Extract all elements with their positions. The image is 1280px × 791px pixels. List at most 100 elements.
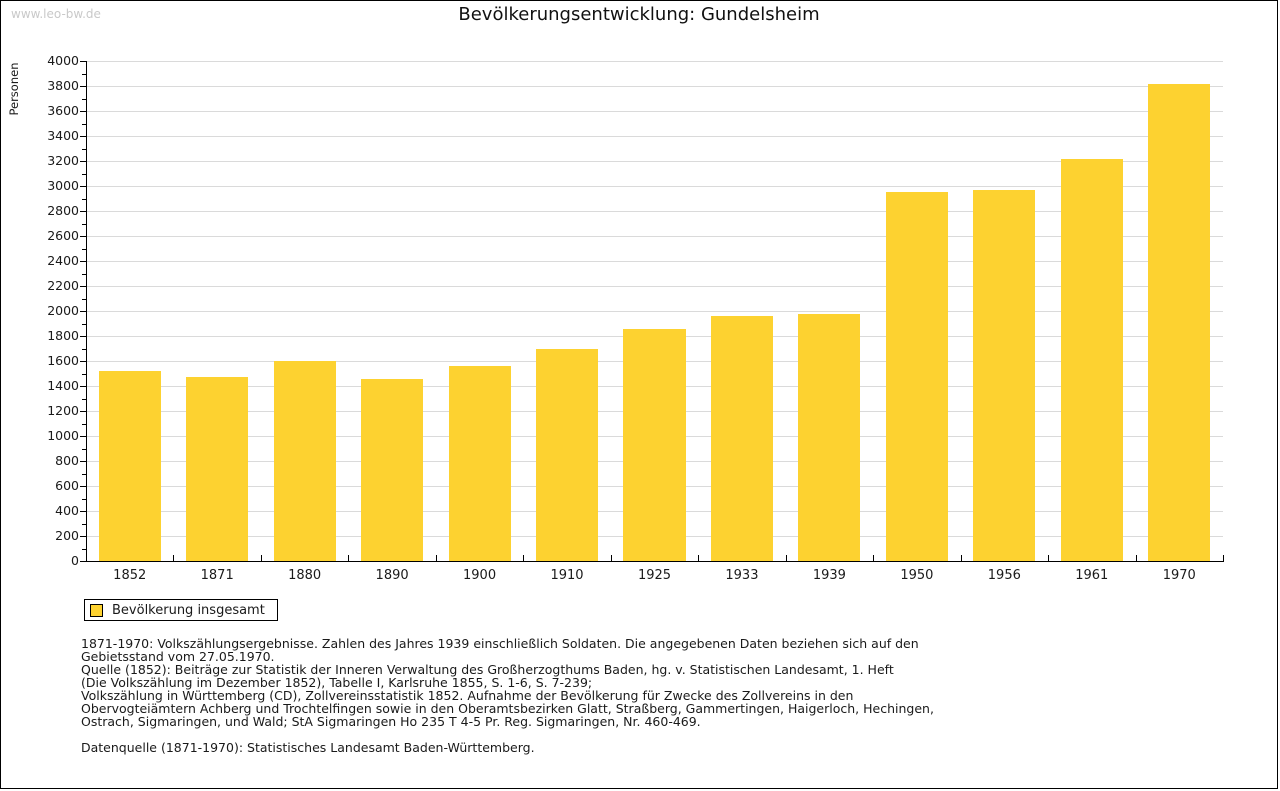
y-major-tick	[80, 136, 86, 137]
bar-1880	[273, 361, 336, 561]
y-tick-label: 1400	[47, 378, 79, 393]
footnote-line: (Die Volkszählung im Dezember 1852), Tab…	[81, 675, 593, 690]
y-gridline	[87, 136, 1223, 137]
x-tick-label: 1933	[725, 568, 759, 583]
bar-1939	[798, 313, 861, 561]
x-boundary-tick	[435, 555, 437, 561]
y-tick-label: 2000	[47, 303, 79, 318]
y-major-tick	[80, 111, 86, 112]
y-minor-tick	[82, 173, 86, 175]
x-tick-label: 1910	[550, 568, 584, 583]
y-gridline	[87, 261, 1223, 262]
x-boundary-tick	[1135, 555, 1137, 561]
y-gridline	[87, 211, 1223, 212]
bar-1970	[1148, 83, 1211, 561]
y-major-tick	[80, 236, 86, 237]
y-minor-tick	[82, 273, 86, 275]
x-boundary-tick	[173, 555, 175, 561]
y-gridline	[87, 161, 1223, 162]
x-boundary-tick	[960, 555, 962, 561]
y-minor-tick	[82, 423, 86, 425]
y-tick-label: 800	[55, 453, 79, 468]
y-major-tick	[80, 461, 86, 462]
y-gridline	[87, 61, 1223, 62]
y-minor-tick	[82, 148, 86, 150]
x-boundary-tick	[348, 555, 350, 561]
y-minor-tick	[82, 73, 86, 75]
y-tick-label: 400	[55, 503, 79, 518]
y-tick-label: 200	[55, 528, 79, 543]
x-tick-label: 1880	[288, 568, 322, 583]
y-tick-label: 3000	[47, 178, 79, 193]
footnote-line: Datenquelle (1871-1970): Statistisches L…	[81, 740, 535, 755]
x-axis-line	[86, 561, 1224, 562]
y-tick-label: 1800	[47, 328, 79, 343]
bar-1871	[186, 377, 249, 561]
x-tick-label: 1961	[1075, 568, 1109, 583]
bar-1956	[973, 189, 1036, 561]
y-gridline	[87, 86, 1223, 87]
y-minor-tick	[82, 523, 86, 525]
x-boundary-tick	[785, 555, 787, 561]
y-gridline	[87, 111, 1223, 112]
bar-1961	[1060, 158, 1123, 561]
y-major-tick	[80, 186, 86, 187]
x-boundary-tick	[1048, 555, 1050, 561]
y-tick-label: 4000	[47, 53, 79, 68]
footnote-line: Gebietsstand vom 27.05.1970.	[81, 649, 275, 664]
footnote-line: Obervogteiämtern Achberg und Trochtelfin…	[81, 701, 934, 716]
y-axis-line	[86, 61, 87, 562]
watermark: www.leo-bw.de	[11, 7, 101, 21]
y-tick-label: 0	[71, 553, 79, 568]
y-major-tick	[80, 411, 86, 412]
y-tick-label: 2200	[47, 278, 79, 293]
bar-1852	[98, 371, 161, 561]
y-major-tick	[80, 386, 86, 387]
footnote-line: Ostrach, Sigmaringen, und Wald; StA Sigm…	[81, 714, 701, 729]
y-tick-label: 3600	[47, 103, 79, 118]
y-minor-tick	[82, 473, 86, 475]
x-boundary-tick	[260, 555, 262, 561]
y-major-tick	[80, 211, 86, 212]
y-minor-tick	[82, 373, 86, 375]
y-minor-tick	[82, 198, 86, 200]
x-tick-label: 1950	[900, 568, 934, 583]
x-boundary-tick	[698, 555, 700, 561]
footnote-line: 1871-1970: Volkszählungsergebnisse. Zahl…	[81, 636, 919, 651]
y-major-tick	[80, 286, 86, 287]
y-minor-tick	[82, 223, 86, 225]
y-gridline	[87, 186, 1223, 187]
y-minor-tick	[82, 98, 86, 100]
x-boundary-tick	[523, 555, 525, 561]
y-minor-tick	[82, 548, 86, 550]
chart-title: Bevölkerungsentwicklung: Gundelsheim	[458, 4, 820, 25]
legend-swatch	[90, 603, 103, 617]
y-gridline	[87, 311, 1223, 312]
x-tick-label: 1871	[200, 568, 234, 583]
bar-1890	[361, 378, 424, 561]
y-minor-tick	[82, 298, 86, 300]
y-axis-label: Personen	[7, 62, 21, 116]
x-tick-label: 1900	[463, 568, 497, 583]
y-tick-label: 1200	[47, 403, 79, 418]
y-tick-label: 1000	[47, 428, 79, 443]
footnote-line: Volkszählung in Württemberg (CD), Zollve…	[81, 688, 854, 703]
y-gridline	[87, 286, 1223, 287]
x-tick-label: 1852	[113, 568, 147, 583]
x-boundary-tick	[1223, 555, 1224, 561]
y-major-tick	[80, 86, 86, 87]
x-tick-label: 1956	[987, 568, 1021, 583]
bar-1950	[885, 192, 948, 561]
y-minor-tick	[82, 248, 86, 250]
footnotes: 1871-1970: Volkszählungsergebnisse. Zahl…	[81, 637, 934, 754]
bar-1933	[710, 316, 773, 561]
y-minor-tick	[82, 448, 86, 450]
y-gridline	[87, 236, 1223, 237]
y-tick-label: 3200	[47, 153, 79, 168]
y-major-tick	[80, 311, 86, 312]
y-tick-label: 3400	[47, 128, 79, 143]
x-tick-label: 1890	[375, 568, 409, 583]
y-major-tick	[80, 61, 86, 62]
